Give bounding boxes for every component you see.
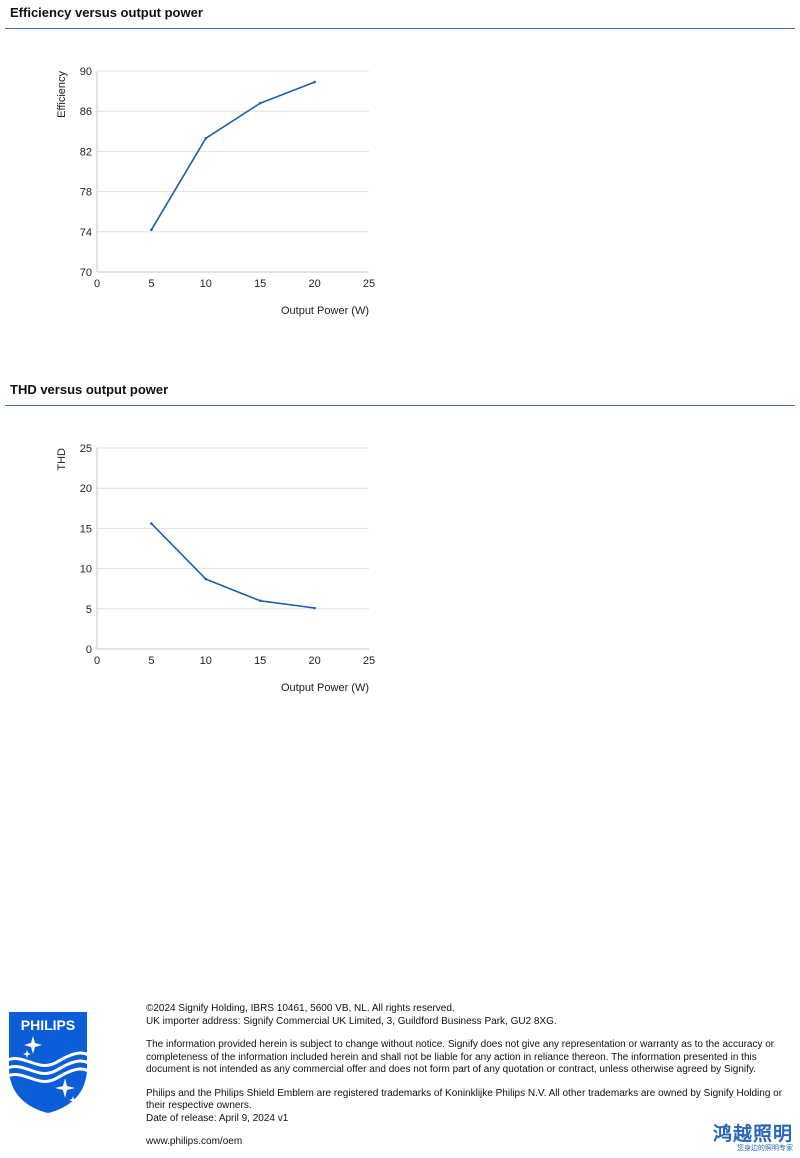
y-tick-label: 10 [80, 564, 92, 576]
website-link[interactable]: www.philips.com/oem [146, 1136, 243, 1147]
x-tick-label: 10 [200, 655, 212, 667]
section-divider [5, 28, 795, 29]
series-line [150, 522, 316, 609]
watermark-logo: 鸿越照明 您身边的照明专家 [713, 1124, 793, 1153]
data-point [313, 80, 316, 84]
data-point [313, 606, 316, 610]
data-point [204, 137, 208, 140]
x-tick-label: 5 [148, 655, 154, 667]
y-tick-label: 0 [86, 644, 92, 656]
y-tick-label: 15 [80, 523, 92, 535]
data-point [258, 599, 262, 603]
x-tick-label: 20 [308, 278, 320, 290]
x-tick-label: 25 [363, 278, 375, 290]
y-tick-label: 90 [80, 66, 92, 78]
data-point [150, 228, 153, 232]
x-axis-label: Output Power (W) [281, 305, 369, 317]
series-line [150, 81, 316, 231]
x-axis-label: Output Power (W) [281, 682, 369, 694]
y-axis-label: THD [56, 448, 68, 471]
x-tick-label: 25 [363, 655, 375, 667]
x-tick-label: 15 [254, 655, 266, 667]
x-tick-label: 0 [94, 278, 100, 290]
philips-wordmark: PHILIPS [21, 1017, 75, 1033]
section-title-thd: THD versus output power [10, 382, 169, 397]
y-tick-label: 70 [80, 267, 92, 279]
x-tick-label: 0 [94, 655, 100, 667]
efficiency-chart: 70 74 78 82 86 90 0 5 10 15 20 25 Output Power (W) Ef… [56, 66, 375, 317]
data-point [258, 101, 262, 105]
release-date: Date of release: April 9, 2024 v1 [146, 1112, 289, 1124]
x-tick-label: 10 [200, 278, 212, 290]
y-tick-label: 78 [80, 187, 92, 199]
disclaimer-text: The information provided herein is subje… [146, 1039, 775, 1075]
watermark-title: 鸿越照明 [712, 1123, 793, 1145]
y-axis-label: Efficiency [56, 71, 68, 118]
copyright-text: ©2024 Signify Holding, IBRS 10461, 5600 … [146, 1003, 455, 1014]
y-tick-label: 25 [80, 443, 92, 455]
x-tick-label: 20 [308, 655, 320, 667]
data-point [150, 522, 153, 525]
section-title-efficiency: Efficiency versus output power [10, 5, 203, 20]
trademark-text: Philips and the Philips Shield Emblem ar… [146, 1087, 783, 1112]
x-tick-label: 15 [254, 278, 266, 290]
importer-address: UK importer address: Signify Commercial … [146, 1015, 557, 1027]
legal-footer: ©2024 Signify Holding, IBRS 10461, 5600 … [146, 1003, 791, 1149]
y-tick-label: 82 [80, 146, 92, 158]
section-divider [5, 405, 795, 406]
philips-shield-icon: PHILIPS [9, 1012, 87, 1113]
watermark-subtitle: 您身边的照明专家 [737, 1144, 793, 1152]
x-tick-label: 5 [148, 278, 154, 290]
y-tick-label: 20 [80, 483, 92, 495]
y-tick-label: 86 [80, 106, 92, 118]
y-tick-label: 74 [80, 227, 92, 239]
thd-chart: 0 5 10 15 20 25 0 5 10 15 20 25 Output Power (W) THD [56, 443, 375, 694]
data-point [204, 577, 208, 581]
y-tick-label: 5 [86, 604, 92, 616]
